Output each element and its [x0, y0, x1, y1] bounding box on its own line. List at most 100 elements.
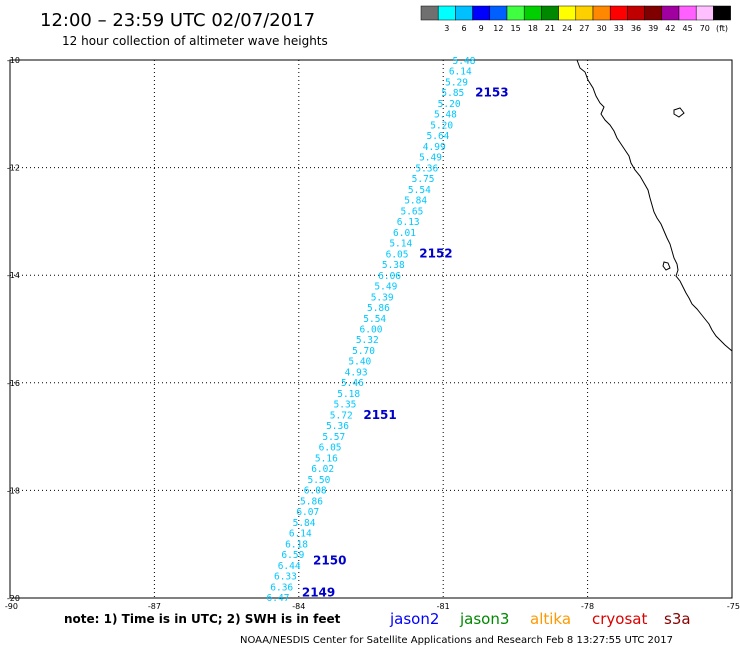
lon-tick-label: -78 [581, 602, 594, 611]
wave-height-label: 6.13 [397, 217, 420, 228]
orbit-number-label: 2150 [313, 553, 346, 567]
wave-height-label: 5.14 [389, 239, 412, 250]
coastline-detail [662, 261, 671, 271]
island-outline [673, 107, 685, 118]
lat-lon-grid [10, 60, 732, 598]
legend-swatch [523, 5, 542, 21]
legend-label: 70 [700, 24, 710, 33]
wave-height-label: 5.86 [367, 303, 390, 314]
wave-height-label: 5.36 [415, 163, 438, 174]
orbit-number-label: 2153 [475, 85, 508, 99]
satellite-name: cryosat [592, 610, 647, 628]
wave-height-label: 5.54 [408, 185, 431, 196]
map-subtitle: 12 hour collection of altimeter wave hei… [62, 34, 328, 48]
wave-height-label: 5.16 [315, 453, 338, 464]
legend-label: 30 [597, 24, 607, 33]
wave-height-label: 6.14 [289, 529, 312, 540]
wave-height-label: 5.38 [382, 260, 405, 271]
wave-height-label: 5.54 [363, 314, 386, 325]
wave-height-label: 5.32 [356, 335, 379, 346]
wave-height-label: 6.08 [304, 486, 327, 497]
legend-swatch [437, 5, 456, 21]
legend-swatch [575, 5, 594, 21]
legend-swatch [678, 5, 697, 21]
lon-tick-label: -84 [292, 602, 305, 611]
lat-tick-label: -20 [7, 594, 20, 603]
wave-height-label: 6.00 [360, 325, 383, 336]
legend-label: 36 [631, 24, 641, 33]
wave-height-label: 5.39 [371, 292, 394, 303]
legend-label: 39 [648, 24, 658, 33]
legend-swatch [695, 5, 714, 21]
legend-label: 12 [493, 24, 503, 33]
satellite-name: jason2 [389, 610, 439, 628]
wave-height-label: 6.47 [267, 593, 290, 604]
legend-label: 24 [562, 24, 572, 33]
legend-label: 21 [545, 24, 555, 33]
wave-height-label: 6.05 [319, 443, 342, 454]
legend-label: 9 [479, 24, 484, 33]
wave-height-label: 5.85 [441, 88, 464, 99]
legend-swatch [489, 5, 508, 21]
lat-tick-label: -10 [7, 56, 20, 65]
wave-height-label: 6.02 [311, 464, 334, 475]
wave-height-label: 5.64 [427, 131, 450, 142]
satellite-legend: jason2 jason3 altika cryosat s3a [389, 610, 691, 628]
legend-label: 3 [444, 24, 449, 33]
lon-tick-label: -87 [148, 602, 161, 611]
wave-height-label: 5.72 [330, 410, 353, 421]
legend-swatch [472, 5, 491, 21]
legend-swatch [420, 5, 439, 21]
credit-line: NOAA/NESDIS Center for Satellite Applica… [240, 635, 673, 646]
wave-height-label: 5.84 [293, 518, 316, 529]
legend-swatch [661, 5, 680, 21]
satellite-name: jason3 [459, 610, 509, 628]
legend-label: 45 [683, 24, 693, 33]
wave-height-label: 5.84 [404, 196, 427, 207]
legend-swatch [541, 5, 559, 21]
wave-height-label: 5.48 [453, 56, 476, 67]
wave-height-label: 6.14 [449, 67, 472, 78]
orbit-number-label: 2149 [302, 586, 335, 600]
legend-label: 27 [579, 24, 589, 33]
wave-height-label: 6.44 [278, 561, 301, 572]
wave-height-label: 4.99 [423, 142, 446, 153]
coastline [576, 59, 733, 352]
wave-height-label: 6.07 [296, 507, 319, 518]
wave-height-label: 5.29 [445, 77, 468, 88]
lat-tick-label: -12 [7, 164, 20, 173]
wave-height-label: 5.86 [300, 496, 323, 507]
footnote: note: 1) Time is in UTC; 2) SWH is in fe… [64, 612, 341, 626]
wave-height-label: 6.36 [270, 582, 293, 593]
wave-height-label: 4.93 [345, 367, 368, 378]
wave-height-label: 5.36 [326, 421, 349, 432]
legend-swatch [627, 5, 645, 21]
wave-height-label: 5.75 [412, 174, 435, 185]
wave-height-label: 6.05 [386, 249, 409, 260]
wave-height-label: 5.70 [352, 346, 375, 357]
wave-height-label: 5.18 [337, 389, 360, 400]
map-title: 12:00 – 23:59 UTC 02/07/2017 [40, 10, 315, 31]
wave-height-label: 6.06 [378, 271, 401, 282]
wave-height-label: 5.57 [322, 432, 345, 443]
legend-swatch [609, 5, 628, 21]
wave-height-label: 5.40 [348, 357, 371, 368]
wave-height-label: 5.35 [334, 400, 357, 411]
lon-tick-label: -81 [437, 602, 450, 611]
color-legend: 3 6 9 12 15 18 21 24 27 30 33 36 39 42 45 70 (ft) [420, 5, 731, 33]
wave-height-label: 5.48 [434, 110, 457, 121]
orbit-number-label: 2151 [363, 408, 396, 422]
lon-tick-label: -90 [5, 602, 18, 611]
wave-height-label: 6.18 [285, 539, 308, 550]
orbit-number-label: 2152 [419, 247, 452, 261]
axis-tick-labels: -90 -87 -84 -81 -78 -75 -10 -12 -14 -16 -18 -20 [5, 56, 740, 611]
legend-label: 18 [528, 24, 538, 33]
legend-label: 42 [665, 24, 675, 33]
legend-label: 15 [511, 24, 521, 33]
legend-swatch [644, 5, 663, 21]
wave-height-label: 5.50 [307, 475, 330, 486]
satellite-name: s3a [664, 610, 691, 628]
wave-height-label: 5.65 [400, 206, 423, 217]
wave-height-label: 5.49 [419, 153, 442, 164]
map-panel: -90 -87 -84 -81 -78 -75 -10 -12 -14 -16 -18 -20 5.4… [5, 56, 740, 611]
